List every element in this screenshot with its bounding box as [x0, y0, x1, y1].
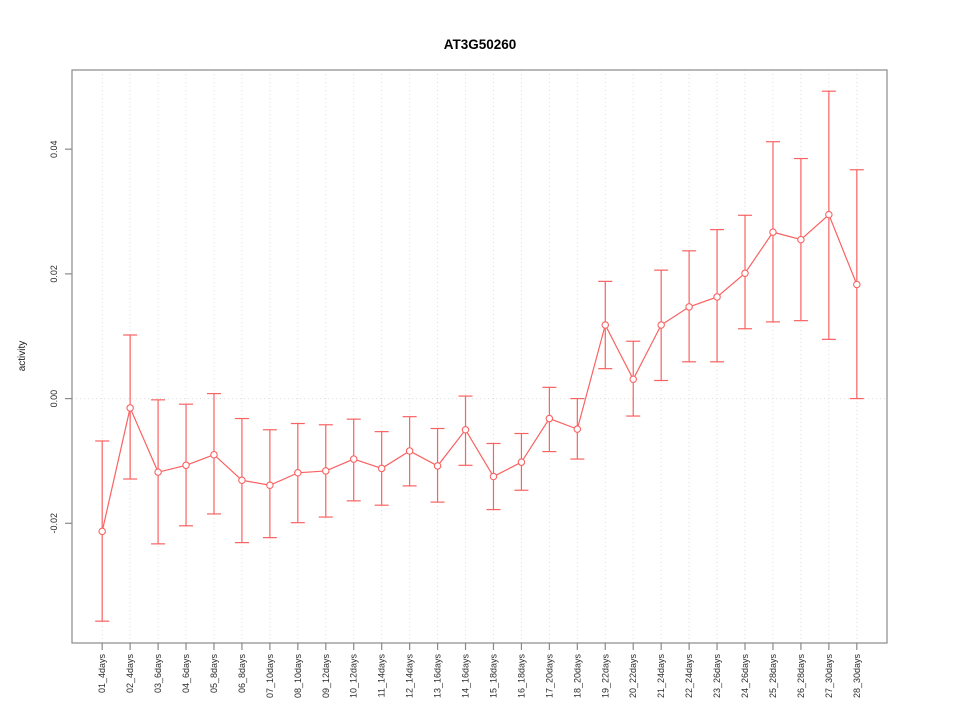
data-point-marker [489, 472, 498, 481]
data-point-marker [461, 426, 470, 434]
x-tick-label: 13_16days [433, 654, 443, 699]
x-tick-label: 21_24days [656, 654, 666, 699]
data-point-marker [182, 461, 190, 470]
data-point-marker [685, 303, 693, 311]
data-point-marker [545, 414, 554, 423]
data-points [98, 210, 861, 536]
data-point-marker [294, 469, 302, 477]
x-tick-label: 28_30days [852, 654, 862, 699]
data-point-marker [126, 404, 134, 412]
data-point-marker [629, 375, 637, 384]
gridlines [72, 70, 887, 643]
x-tick-label: 10_12days [349, 654, 359, 699]
x-tick-label: 19_22days [600, 654, 610, 699]
x-tick-label: 20_22days [628, 654, 638, 699]
data-point-marker [797, 235, 805, 244]
x-tick-label: 07_10days [265, 654, 275, 699]
y-axis-title: activity [17, 341, 28, 372]
y-axis: -0.02 0.00 0.02 0.04 [49, 140, 72, 534]
x-tick-label: 27_30days [824, 654, 834, 699]
data-point-marker [377, 464, 386, 473]
x-tick-label: 26_28days [796, 654, 806, 699]
x-tick-label: 18_20days [572, 654, 582, 699]
data-point-marker [349, 455, 358, 463]
x-tick-label: 17_20days [544, 654, 554, 699]
x-tick-label: 12_14days [405, 654, 415, 699]
data-point-marker [517, 458, 526, 466]
x-tick-label: 06_8days [237, 654, 247, 694]
x-tick-label: 14_16days [461, 654, 471, 699]
x-tick-label: 24_26days [740, 654, 750, 699]
data-point-marker [769, 228, 777, 236]
y-tick-label: 0.00 [49, 390, 59, 408]
data-point-marker [657, 321, 665, 329]
data-point-marker [210, 450, 218, 459]
data-point-marker [322, 467, 330, 475]
x-tick-label: 25_28days [768, 654, 778, 699]
data-point-marker [98, 527, 106, 536]
data-point-marker [713, 293, 721, 301]
y-tick-label: -0.02 [49, 513, 59, 534]
plot-box-border [71, 69, 888, 644]
data-point-marker [405, 447, 414, 455]
x-tick-label: 23_26days [712, 654, 722, 699]
data-point-marker [573, 425, 582, 433]
x-tick-label: 09_12days [321, 654, 331, 699]
x-tick-label: 22_24days [684, 654, 694, 699]
x-tick-label: 08_10days [293, 654, 303, 699]
data-point-marker [601, 321, 610, 329]
x-axis: 01_4days 02_4days 03_6days 04_6days 05_8days… [97, 643, 862, 698]
plot-box [71, 69, 888, 644]
y-tick-label: 0.02 [49, 265, 59, 283]
x-tick-label: 15_18days [488, 654, 498, 699]
x-tick-label: 02_4days [125, 654, 135, 694]
data-point-marker [238, 476, 246, 485]
data-point-marker [266, 481, 274, 490]
chart-title: AT3G50260 [444, 37, 517, 52]
data-point-marker [825, 210, 833, 219]
series-polyline [101, 213, 858, 532]
data-point-marker [853, 280, 861, 289]
x-tick-label: 05_8days [209, 654, 219, 694]
x-tick-label: 01_4days [97, 654, 107, 694]
series-line [101, 213, 858, 532]
x-tick-label: 11_14days [377, 654, 387, 698]
x-tick-label: 04_6days [181, 654, 191, 694]
y-tick-label: 0.04 [49, 140, 59, 158]
x-tick-label: 03_6days [153, 654, 163, 694]
data-point-marker [154, 468, 162, 476]
x-tick-label: 16_18days [516, 654, 526, 699]
data-point-marker [433, 462, 442, 470]
data-point-marker [741, 269, 749, 278]
error-bars [95, 90, 864, 622]
